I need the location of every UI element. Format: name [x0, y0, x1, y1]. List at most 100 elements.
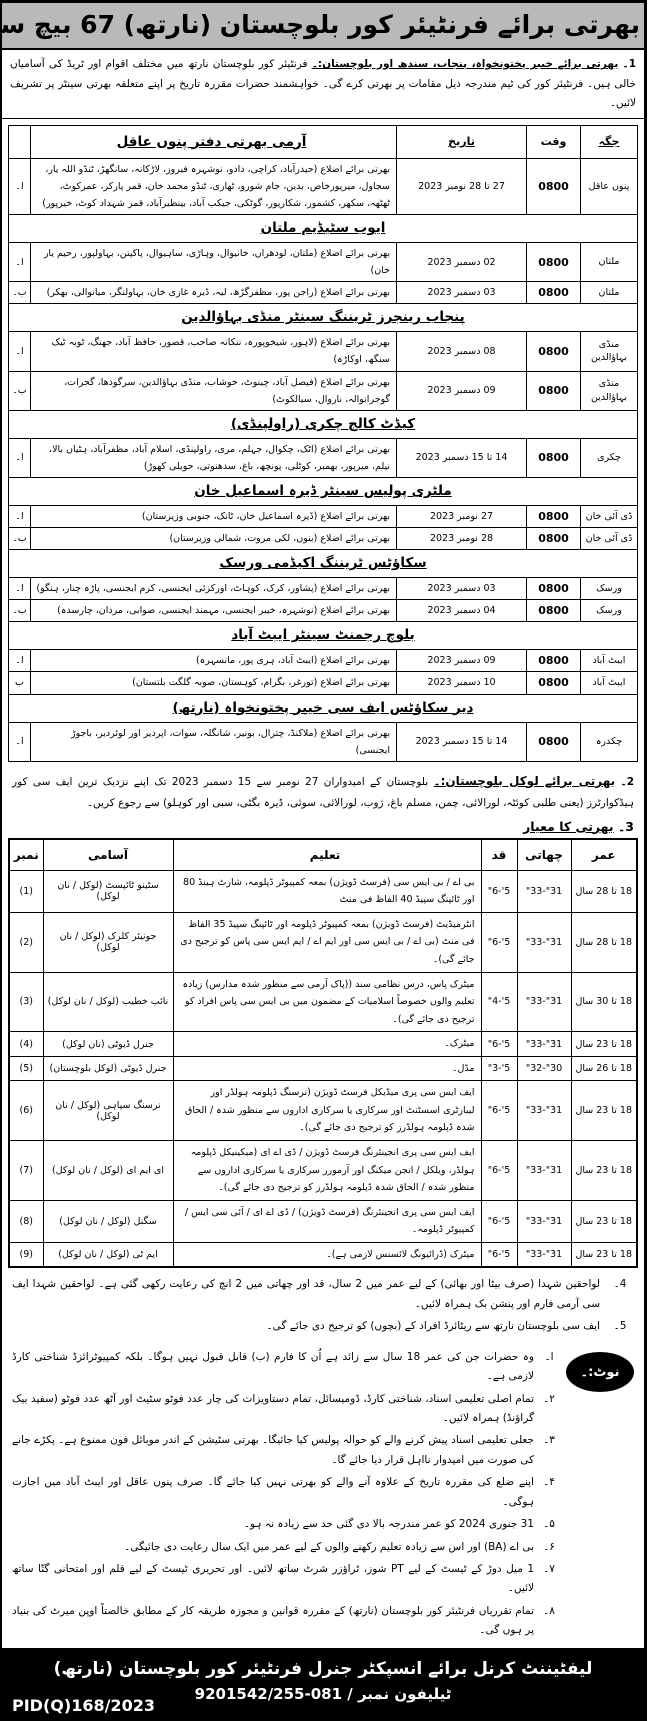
table-row: ایبٹ آباد 0800 09 دسمبر 2023 بھرتی برائے اض…: [9, 649, 639, 673]
cell-index: ا۔: [9, 721, 32, 762]
cell-education: بی اے / بی ایس سی (فرسٹ ڈویژن) بمعہ کمپی…: [173, 869, 483, 913]
intro-number: 1۔: [623, 58, 637, 71]
cell-districts: بھرتی برائے اضلاع (فیصل آباد، چینوٹ، خوش…: [31, 370, 398, 411]
cell-time: 0800: [527, 370, 582, 411]
cell-time: 0800: [527, 599, 582, 623]
standards-section-number: 3۔: [618, 818, 635, 834]
cell-index: ا۔: [9, 331, 32, 372]
standards-header: عمر چھاتی قد تعلیم آسامی نمبر: [9, 838, 639, 871]
standards-body: 18 تا 28 سال 31"-33" 5'-6" بی اے / بی ایس س…: [9, 869, 639, 1268]
table-row: ڈی آئی خان 0800 28 نومبر 2023 بھرتی برائے ا…: [9, 527, 639, 551]
column-header-number: نمبر: [9, 838, 45, 871]
schedule-body: پنوں عاقل 0800 27 تا 28 نومبر 2023 بھرتی بر…: [9, 157, 639, 762]
table-row: ملتان 0800 02 دسمبر 2023 بھرتی برائے اضلاع …: [9, 242, 639, 283]
schedule-centre-title: ملٹری پولیس سینٹر ڈیرہ اسماعیل خان: [9, 476, 639, 506]
note-item-text: اپنے ضلع کی مقررہ تاریخ کے علاوہ آنے وال…: [13, 1476, 535, 1508]
cell-height: 5'-6": [481, 1140, 519, 1201]
cell-index: ا۔: [9, 577, 32, 601]
table-row: ورسک 0800 03 دسمبر 2023 بھرتی برائے اضلاع (…: [9, 577, 639, 601]
schedule-header: جگہ وقت تاریخ آرمی بھرتی دفتر پنوں عاقل: [9, 124, 639, 159]
cell-number: (1): [9, 869, 45, 913]
schedule-centre-title-row: دیر سکاؤٹس ایف سی خیبر پختونخواہ (نارتھ): [9, 693, 639, 723]
extra-paragraph-number: 4۔: [614, 1278, 628, 1291]
schedule-centre-title: دیر سکاؤٹس ایف سی خیبر پختونخواہ (نارتھ): [9, 693, 639, 723]
cell-index: ا۔: [9, 242, 32, 283]
standards-row: 18 تا 28 سال 31"-33" 5'-6" انٹرمیڈیٹ (فرسٹ …: [9, 911, 639, 973]
cell-place: ملتان: [581, 281, 639, 305]
note-item: ۶۔ بی اے (BA) اور اس سے زیادہ تعلیم رکھنے…: [13, 1536, 561, 1558]
standards-row: 18 تا 30 سال 31"-33" 5'-4" میٹرک پاس، درس ن…: [9, 971, 639, 1033]
schedule-centre-title-row: سکاؤٹس ٹریننگ اکیڈمی ورسک: [9, 549, 639, 579]
cell-time: 0800: [527, 649, 582, 673]
intro-body: فرنٹیئر کور بلوچستان نارتھ میں مختلف اقو…: [11, 58, 637, 110]
cell-time: 0800: [527, 242, 582, 283]
cell-number: (6): [9, 1080, 45, 1142]
cell-place: ایبٹ آباد: [581, 671, 639, 695]
cell-post: نرسنگ سپاہی (لوکل / نان لوکل): [43, 1080, 175, 1142]
cell-number: (9): [9, 1241, 45, 1268]
cell-time: 0800: [527, 157, 582, 216]
cell-districts: بھرتی برائے اضلاع (ملاکنڈ، چترال، بونیر،…: [31, 721, 398, 762]
cell-districts: بھرتی برائے اضلاع (راجن پور، مظفرگڑھ، لی…: [31, 281, 398, 305]
cell-place: چکری: [581, 437, 639, 478]
cell-age: 18 تا 28 سال: [571, 911, 639, 973]
cell-index: ب۔: [9, 370, 32, 411]
note-item: ۳۔ جعلی تعلیمی اسناد پیش کرنے والے کو حوا…: [13, 1430, 561, 1472]
note-item-text: تمام تقرریاں فرنٹیئر کور بلوچستان (نارتھ…: [13, 1604, 535, 1637]
cell-place: پنوں عاقل: [581, 157, 639, 216]
cell-districts: بھرتی برائے اضلاع (اٹک، چکوال، جہلم، مری…: [31, 437, 398, 478]
cell-place: ملتان: [581, 242, 639, 283]
table-row: ایبٹ آباد 0800 10 دسمبر 2023 بھرتی برائے اض…: [9, 671, 639, 695]
cell-date: 14 تا 15 دسمبر 2023: [397, 437, 528, 478]
column-header-chest: چھاتی: [517, 838, 573, 871]
extra-paragraph-text: لواحقین شہدا (صرف بیٹا اور بھائی) کے لیے…: [13, 1278, 602, 1311]
cell-education: ایف ایس سی پری انجینئرنگ فرسٹ ڈویژن / ڈی…: [173, 1140, 483, 1201]
extra-paragraph-number: 5۔: [614, 1320, 628, 1333]
local-para-number: 2۔: [621, 775, 635, 788]
schedule-centre-title-row: ملٹری پولیس سینٹر ڈیرہ اسماعیل خان: [9, 476, 639, 506]
cell-time: 0800: [527, 437, 582, 478]
note-item-number: ۳۔: [544, 1434, 556, 1447]
cell-education: میٹرک (ڈرائیونگ لائسنس لازمی ہے)۔: [173, 1241, 483, 1268]
recruitment-schedule-table: جگہ وقت تاریخ آرمی بھرتی دفتر پنوں عاقل …: [9, 124, 639, 762]
cell-index: ب: [9, 671, 32, 695]
note-item-number: ۶۔: [544, 1540, 556, 1553]
cell-place: ڈی آئی خان: [581, 527, 639, 551]
table-row: چکدرہ 0800 14 تا 15 دسمبر 2023 بھرتی برائے …: [9, 721, 639, 762]
cell-post: سٹینو ٹائپسٹ (لوکل / نان لوکل): [43, 869, 175, 913]
cell-chest: 31"-33": [517, 1199, 573, 1243]
note-item-number: ۷۔: [544, 1562, 556, 1575]
cell-chest: 31"-33": [517, 1140, 573, 1201]
cell-index: ب۔: [9, 281, 32, 305]
table-row: منڈی بہاؤالدین 0800 08 دسمبر 2023 بھرتی برا…: [9, 331, 639, 372]
extra-paragraph-text: ایف سی بلوچستان نارتھ سے ریٹائرڈ افراد ک…: [267, 1320, 602, 1333]
table-row: منڈی بہاؤالدین 0800 09 دسمبر 2023 بھرتی برا…: [9, 370, 639, 411]
intro-paragraph: 1۔ بھرتی برائے خیبر پختونخواہ، پنجاب، سن…: [3, 50, 645, 119]
cell-number: (3): [9, 971, 45, 1033]
cell-number: (7): [9, 1140, 45, 1201]
cell-districts: بھرتی برائے اضلاع (ملتان، لودھراں، خانیو…: [31, 242, 398, 283]
extra-paragraphs: 4۔ لواحقین شہدا (صرف بیٹا اور بھائی) کے ل…: [3, 1272, 645, 1342]
cell-index: ا۔: [9, 649, 32, 673]
footer-authority: لیفٹیننٹ کرنل برائے انسپکٹر جنرل فرنٹیئر…: [54, 1659, 594, 1680]
cell-place: ایبٹ آباد: [581, 649, 639, 673]
column-header-education: تعلیم: [173, 838, 483, 871]
cell-height: 5'-6": [481, 1031, 519, 1057]
cell-education: مڈل۔: [173, 1055, 483, 1082]
note-item: ۵۔ 31 جنوری 2024 کو عمر مندرجہ بالا دی گئ…: [13, 1514, 561, 1536]
notes-section: نوٹ:۔ ا۔ وہ حضرات جن کی عمر 18 سال سے زائ…: [3, 1342, 645, 1650]
cell-age: 18 تا 23 سال: [571, 1241, 639, 1268]
cell-chest: 30"-32": [517, 1055, 573, 1082]
cell-height: 5'-4": [481, 971, 519, 1033]
cell-education: ایف ایس سی پری میڈیکل فرسٹ ڈویژن (نرسنگ …: [173, 1080, 483, 1142]
note-item-number: ۵۔: [544, 1518, 556, 1531]
note-item-text: تمام اصلی تعلیمی اسناد، شناختی کارڈ، ڈوم…: [13, 1392, 535, 1424]
extra-paragraph: 4۔ لواحقین شہدا (صرف بیٹا اور بھائی) کے ل…: [13, 1274, 635, 1316]
column-header-age: عمر: [571, 838, 639, 871]
cell-date: 04 دسمبر 2023: [397, 599, 528, 623]
cell-date: 28 نومبر 2023: [397, 527, 528, 551]
cell-index: ب۔: [9, 599, 32, 623]
intro-lead: بھرتی برائے خیبر پختونخواہ، پنجاب، سندھ …: [312, 58, 620, 71]
cell-chest: 31"-33": [517, 869, 573, 913]
note-item-text: 31 جنوری 2024 کو عمر مندرجہ بالا دی گئی …: [244, 1518, 535, 1531]
